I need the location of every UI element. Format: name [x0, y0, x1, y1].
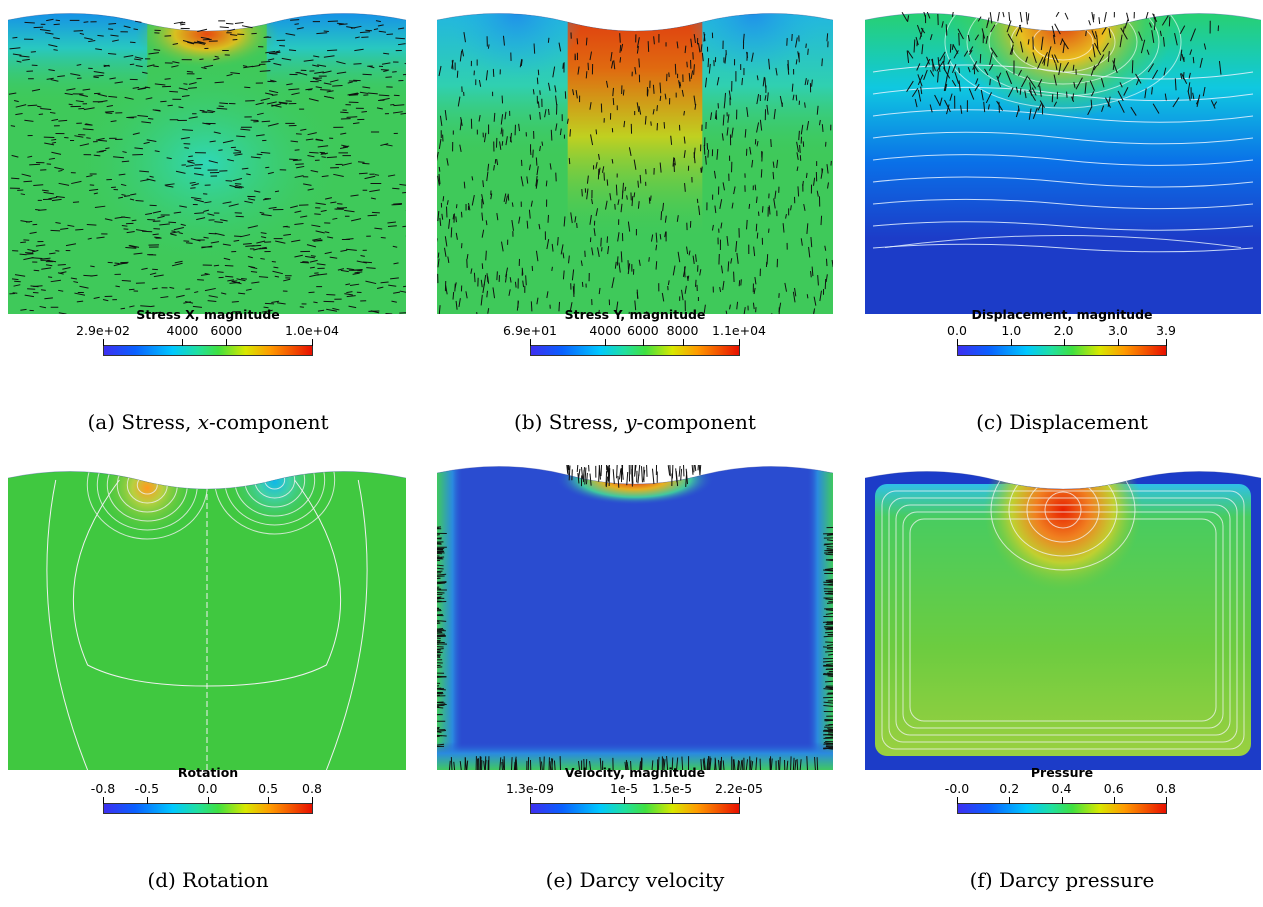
- field-plot-e: [437, 465, 833, 770]
- colorbar-title-e: Velocity, magnitude: [564, 765, 706, 780]
- colorbar-tick-label: 8000: [666, 323, 699, 338]
- colorbar-tick: [207, 797, 209, 804]
- colorbar-tick: [226, 339, 228, 346]
- caption-prefix: (d) Rotation: [147, 868, 269, 892]
- colorbar-tick-label: 0.0: [947, 323, 967, 338]
- subfigure-caption-c: (c) Displacement: [976, 410, 1148, 434]
- colorbar-tick: [146, 797, 148, 804]
- colorbar-tick: [957, 797, 958, 804]
- colorbar-tick-label: 6000: [210, 323, 243, 338]
- field-plot-b: [437, 13, 833, 314]
- colorbar-tick-label: 0.5: [258, 781, 279, 796]
- colorbar-d: [103, 803, 313, 814]
- subfigure-caption-d: (d) Rotation: [147, 868, 268, 892]
- colorbar-tick-label: 0.6: [1103, 781, 1124, 796]
- colorbar-tick: [1166, 339, 1167, 346]
- subfigure-caption-e: (e) Darcy velocity: [546, 868, 725, 892]
- colorbar-tick-label: 1.1e+04: [712, 323, 766, 338]
- colorbar-a: [103, 345, 313, 356]
- colorbar-tick: [103, 797, 104, 804]
- colorbar-tick-label: 1.5e-5: [652, 781, 693, 796]
- colorbar-title-f: Pressure: [1030, 765, 1094, 780]
- colorbar-tick: [605, 339, 607, 346]
- colorbar-tick-label: 0.4: [1051, 781, 1072, 796]
- colorbar-title-a: Stress X, magnitude: [136, 307, 280, 322]
- colorbar-tick: [1113, 797, 1115, 804]
- subfigure-caption-b: (b) Stress, y-component: [514, 410, 756, 434]
- colorbar-tick: [682, 339, 684, 346]
- colorbar-tick-label: -0.0: [944, 781, 970, 796]
- field-plot-d: [8, 471, 406, 770]
- colorbar-tick: [182, 339, 184, 346]
- colorbar-tick-label: 3.9: [1156, 323, 1176, 338]
- subfigure-caption-f: (f) Darcy pressure: [970, 868, 1155, 892]
- field-plot-a: [8, 13, 406, 314]
- caption-prefix: (c) Displacement: [976, 410, 1148, 434]
- colorbar-tick-label: 0.2: [999, 781, 1020, 796]
- colorbar-tick-label: 1e-5: [609, 781, 639, 796]
- caption-suffix: -component: [636, 410, 756, 434]
- colorbar-tick-label: -0.5: [134, 781, 160, 796]
- colorbar-tick-label: 4000: [589, 323, 622, 338]
- colorbar-tick: [312, 339, 313, 346]
- colorbar-tick-label: 2.0: [1053, 323, 1074, 338]
- colorbar-tick-label: 1.0: [1001, 323, 1022, 338]
- colorbar-tick: [739, 797, 740, 804]
- colorbar-title-c: Displacement, magnitude: [971, 307, 1153, 322]
- field-plot-f: [865, 471, 1261, 770]
- caption-variable: x: [197, 410, 210, 434]
- colorbar-tick: [1009, 797, 1011, 804]
- colorbar-f: [957, 803, 1167, 814]
- colorbar-tick-label: 3.0: [1107, 323, 1128, 338]
- colorbar-tick: [1117, 339, 1119, 346]
- colorbar-tick-label: 0.8: [302, 781, 322, 796]
- caption-suffix: -component: [209, 410, 329, 434]
- colorbar-b: [530, 345, 740, 356]
- colorbar-tick-label: 2.2e-05: [715, 781, 763, 796]
- colorbar-tick: [1063, 339, 1065, 346]
- colorbar-tick-label: 4000: [166, 323, 199, 338]
- colorbar-tick: [530, 339, 531, 346]
- colorbar-tick: [268, 797, 270, 804]
- colorbar-tick: [1011, 339, 1013, 346]
- colorbar-tick-label: 1.0e+04: [285, 323, 339, 338]
- caption-prefix: (f) Darcy pressure: [969, 868, 1155, 892]
- colorbar-tick: [103, 339, 104, 346]
- colorbar-tick: [624, 797, 626, 804]
- caption-prefix: (b) Stress,: [514, 410, 626, 434]
- colorbar-tick-label: 6000: [626, 323, 659, 338]
- colorbar-c: [957, 345, 1167, 356]
- colorbar-tick: [672, 797, 674, 804]
- colorbar-title-d: Rotation: [177, 765, 239, 780]
- colorbar-tick-label: 0.0: [197, 781, 218, 796]
- colorbar-tick-label: 2.9e+02: [76, 323, 130, 338]
- colorbar-e: [530, 803, 740, 814]
- caption-variable: y: [625, 410, 637, 434]
- colorbar-tick-label: 6.9e+01: [503, 323, 557, 338]
- colorbar-tick-label: 1.3e-09: [506, 781, 554, 796]
- colorbar-tick: [312, 797, 313, 804]
- colorbar-tick: [739, 339, 740, 346]
- colorbar-tick-label: 0.8: [1156, 781, 1176, 796]
- caption-prefix: (e) Darcy velocity: [545, 868, 725, 892]
- colorbar-tick: [1061, 797, 1063, 804]
- field-plot-c: [865, 12, 1261, 314]
- colorbar-tick: [642, 339, 644, 346]
- caption-prefix: (a) Stress,: [87, 410, 198, 434]
- colorbar-tick: [1166, 797, 1167, 804]
- colorbar-tick: [957, 339, 958, 346]
- colorbar-title-b: Stress Y, magnitude: [564, 307, 706, 322]
- colorbar-tick-label: -0.8: [90, 781, 116, 796]
- subfigure-caption-a: (a) Stress, x-component: [88, 410, 329, 434]
- colorbar-tick: [530, 797, 531, 804]
